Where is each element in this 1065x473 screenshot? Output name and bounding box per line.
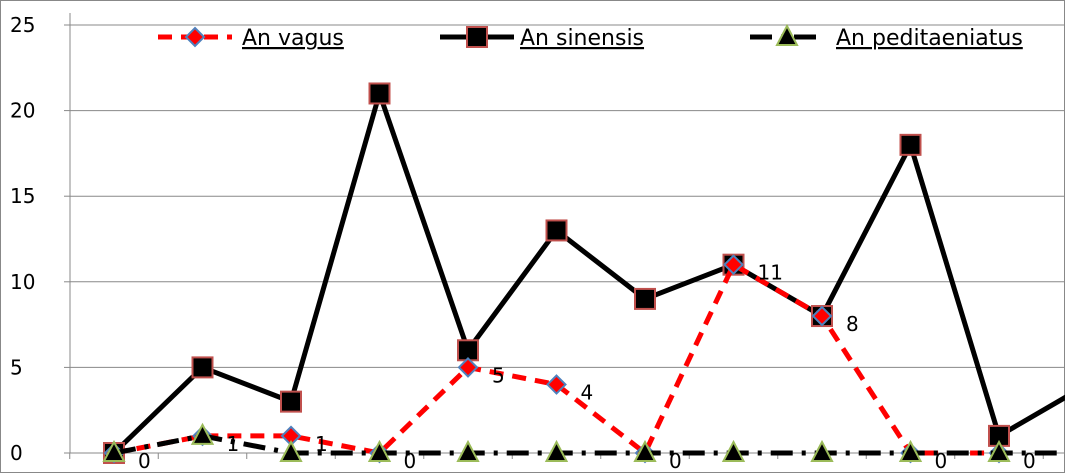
data-label: 0 — [669, 449, 682, 473]
y-tick-label: 15 — [10, 184, 35, 208]
data-label: 0 — [404, 449, 417, 473]
data-point — [368, 82, 391, 105]
data-label: 0 — [1023, 449, 1036, 473]
data-point — [280, 390, 302, 413]
data-point — [634, 287, 656, 310]
legend-label: An vagus — [242, 26, 344, 51]
y-tick-label: 5 — [10, 355, 23, 379]
data-point — [633, 439, 657, 462]
legend-marker-swatch — [775, 23, 799, 46]
data-label: 1 — [227, 432, 240, 456]
legend-label: An sinensis — [520, 26, 644, 51]
data-point — [190, 422, 215, 445]
data-point — [810, 439, 834, 462]
data-point — [545, 219, 568, 242]
legend-marker-swatch — [184, 26, 206, 48]
data-point — [191, 356, 214, 379]
data-point — [456, 439, 480, 462]
data-label: 5 — [492, 363, 505, 387]
data-point — [457, 356, 479, 378]
data-point — [811, 305, 833, 327]
series-layer — [102, 82, 1065, 464]
series-line — [112, 90, 1065, 455]
data-point — [721, 439, 746, 462]
legend-marker-swatch — [466, 26, 488, 48]
data-point — [546, 374, 567, 395]
data-label: 0 — [138, 449, 151, 473]
series-line — [113, 262, 999, 456]
data-point — [898, 439, 923, 462]
y-tick-label: 10 — [10, 270, 35, 294]
legend: An vagus An sinensis An peditaeniatus — [158, 23, 1023, 51]
data-label: 8 — [846, 312, 859, 336]
y-tick-label: 0 — [10, 441, 23, 465]
series-an-sinensis — [103, 82, 1065, 464]
data-point — [544, 439, 569, 462]
data-point — [723, 254, 744, 276]
data-point — [899, 133, 922, 156]
data-point — [987, 439, 1011, 462]
y-tick-label: 20 — [10, 99, 35, 123]
legend-item-an-sinensis: An sinensis — [440, 26, 644, 51]
data-label: 4 — [581, 381, 594, 405]
series-an-peditaeniatus — [102, 422, 1065, 462]
legend-item-an-peditaeniatus: An peditaeniatus — [750, 23, 1023, 51]
data-point — [367, 439, 392, 462]
y-tick-label: 25 — [10, 13, 35, 37]
gridlines — [70, 24, 1065, 368]
y-axis: 0 5 10 15 20 25 — [10, 13, 71, 465]
data-label: 1 — [315, 432, 328, 456]
legend-label: An peditaeniatus — [836, 26, 1023, 51]
data-label: 11 — [758, 261, 783, 285]
legend-item-an-vagus: An vagus — [158, 26, 344, 51]
data-point — [279, 439, 303, 462]
data-label: 0 — [935, 449, 948, 473]
data-point — [102, 439, 126, 462]
